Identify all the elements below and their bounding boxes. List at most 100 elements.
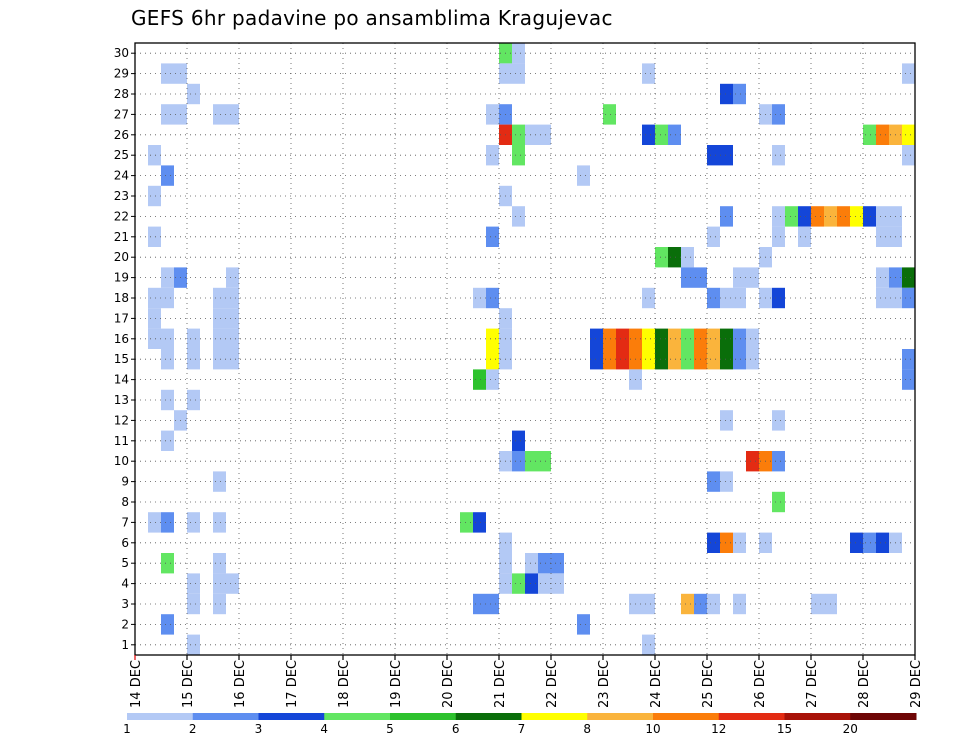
heatmap-cell <box>486 145 499 166</box>
heatmap-cell <box>668 247 681 268</box>
x-tick-label: 21 DEC <box>493 660 508 708</box>
x-tick-label: 17 DEC <box>285 660 300 708</box>
heatmap-cell <box>525 553 538 574</box>
heatmap-cell <box>876 226 889 247</box>
heatmap-cell <box>473 593 486 615</box>
heatmap-cell <box>746 451 759 472</box>
y-tick-label: 18 <box>114 291 129 305</box>
colorbar-label: 1 <box>123 722 131 736</box>
heatmap-cell <box>746 349 759 370</box>
heatmap-cell <box>512 43 525 64</box>
x-tick-label: 20 DEC <box>441 660 456 708</box>
heatmap-cell <box>226 349 239 370</box>
heatmap-cell <box>538 553 551 574</box>
heatmap-cell <box>226 573 239 594</box>
heatmap-cell <box>213 328 226 349</box>
heatmap-cell <box>720 328 733 349</box>
heatmap-cell <box>902 369 915 390</box>
heatmap-cell <box>681 267 694 288</box>
heatmap-cell <box>798 226 811 247</box>
heatmap-cell <box>486 369 499 390</box>
heatmap-cell <box>473 369 486 390</box>
x-tick-label: 24 DEC <box>649 660 664 708</box>
heatmap-cell <box>148 512 161 533</box>
heatmap-cell <box>707 226 720 247</box>
heatmap-cell <box>733 532 746 553</box>
heatmap-cell <box>577 614 590 635</box>
x-tick-label: 16 DEC <box>233 660 248 708</box>
heatmap-cell <box>213 349 226 370</box>
colorbar-swatch <box>587 713 654 720</box>
heatmap-cell <box>655 247 668 268</box>
heatmap-cell <box>213 104 226 125</box>
colorbar-swatch <box>390 713 457 720</box>
heatmap-cell <box>863 124 876 145</box>
heatmap-cell <box>811 206 824 227</box>
heatmap-cell <box>668 328 681 349</box>
heatmap-cell <box>772 451 785 472</box>
y-tick-label: 23 <box>114 189 129 203</box>
colorbar-swatch <box>192 713 259 720</box>
colorbar-label: 5 <box>386 722 394 736</box>
heatmap-cell <box>187 83 200 105</box>
heatmap-cell <box>863 206 876 227</box>
heatmap-cell <box>551 553 564 574</box>
y-tick-label: 16 <box>114 332 129 346</box>
heatmap-cell <box>720 532 733 553</box>
heatmap-cell <box>161 349 174 370</box>
colorbar-label: 12 <box>711 722 726 736</box>
heatmap-cell <box>811 593 824 615</box>
heatmap-cell <box>902 63 915 84</box>
heatmap-cell <box>720 83 733 105</box>
colorbar-label: 8 <box>583 722 591 736</box>
heatmap-cell <box>733 287 746 309</box>
y-tick-label: 24 <box>114 169 129 183</box>
heatmap-cell <box>161 267 174 288</box>
heatmap-cell <box>161 165 174 186</box>
heatmap-cell <box>902 124 915 145</box>
y-tick-label: 9 <box>121 475 129 489</box>
y-tick-label: 20 <box>114 250 129 264</box>
heatmap-cell <box>772 145 785 166</box>
heatmap-cell <box>707 145 720 166</box>
heatmap-cell <box>772 287 785 309</box>
colorbar-swatch <box>850 713 917 720</box>
colorbar-swatch <box>455 713 522 720</box>
colorbar-label: 6 <box>452 722 460 736</box>
heatmap-cell <box>161 553 174 574</box>
grid-layer <box>135 43 915 655</box>
y-tick-label: 14 <box>114 373 129 387</box>
y-tick-label: 6 <box>121 536 129 550</box>
y-tick-label: 4 <box>121 577 129 591</box>
heatmap-cell <box>668 124 681 145</box>
heatmap-cell <box>876 206 889 227</box>
heatmap-cell <box>187 512 200 533</box>
heatmap-cell <box>161 104 174 125</box>
heatmap-cell <box>603 349 616 370</box>
y-tick-label: 5 <box>121 556 129 570</box>
heatmap-cell <box>798 206 811 227</box>
heatmap-cell <box>681 247 694 268</box>
y-tick-label: 11 <box>114 434 129 448</box>
chart-title: GEFS 6hr padavine po ansamblima Kragujev… <box>131 6 613 30</box>
heatmap-cell <box>902 287 915 309</box>
heatmap-cell <box>213 471 226 492</box>
heatmap-cell <box>616 328 629 349</box>
heatmap-cell <box>512 124 525 145</box>
y-tick-label: 3 <box>121 597 129 611</box>
x-tick-label: 25 DEC <box>701 660 716 708</box>
heatmap-cell <box>512 206 525 227</box>
heatmap-cell <box>590 349 603 370</box>
colorbar-swatch <box>784 713 851 720</box>
heatmap-cell <box>863 532 876 553</box>
heatmap-cell <box>720 349 733 370</box>
heatmap-cell <box>720 471 733 492</box>
heatmap-cell <box>148 226 161 247</box>
y-tick-label: 29 <box>114 67 129 81</box>
heatmap-cell <box>707 328 720 349</box>
heatmap-cell <box>707 471 720 492</box>
heatmap-cell <box>772 206 785 227</box>
heatmap-cell <box>148 145 161 166</box>
y-tick-label: 15 <box>114 352 129 366</box>
heatmap-cell <box>148 185 161 207</box>
